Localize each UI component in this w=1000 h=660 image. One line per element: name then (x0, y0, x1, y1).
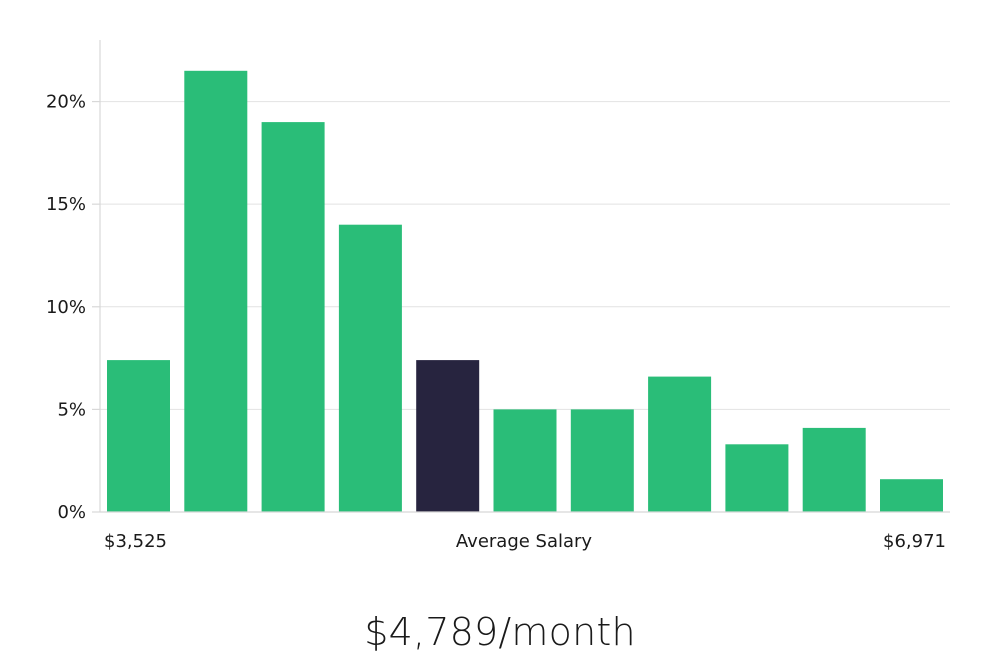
x-label-average: Average Salary (456, 531, 593, 552)
salary-distribution-chart: 0% 5% 10% 15% 20% $3,525 Average Salary $6,9… (46, 40, 950, 552)
y-tick-label: 15% (46, 194, 86, 215)
bar (648, 376, 712, 512)
bar (261, 122, 325, 512)
bars (107, 70, 943, 513)
x-label-max: $6,971 (883, 531, 946, 552)
average-salary-value: $4,789/month (364, 610, 636, 654)
bar (880, 479, 943, 512)
y-axis-ticks: 0% 5% 10% 15% 20% (46, 92, 100, 523)
x-label-min: $3,525 (104, 531, 167, 552)
bar (493, 409, 557, 512)
bar (107, 360, 170, 512)
bar (802, 427, 866, 512)
y-tick-label: 5% (57, 399, 86, 420)
bar (338, 224, 402, 512)
bar (184, 70, 248, 513)
bar (725, 444, 789, 512)
y-tick-label: 20% (46, 92, 86, 113)
y-tick-label: 10% (46, 297, 86, 318)
bar-average (416, 360, 480, 512)
y-tick-label: 0% (57, 502, 86, 523)
bar (570, 409, 634, 512)
